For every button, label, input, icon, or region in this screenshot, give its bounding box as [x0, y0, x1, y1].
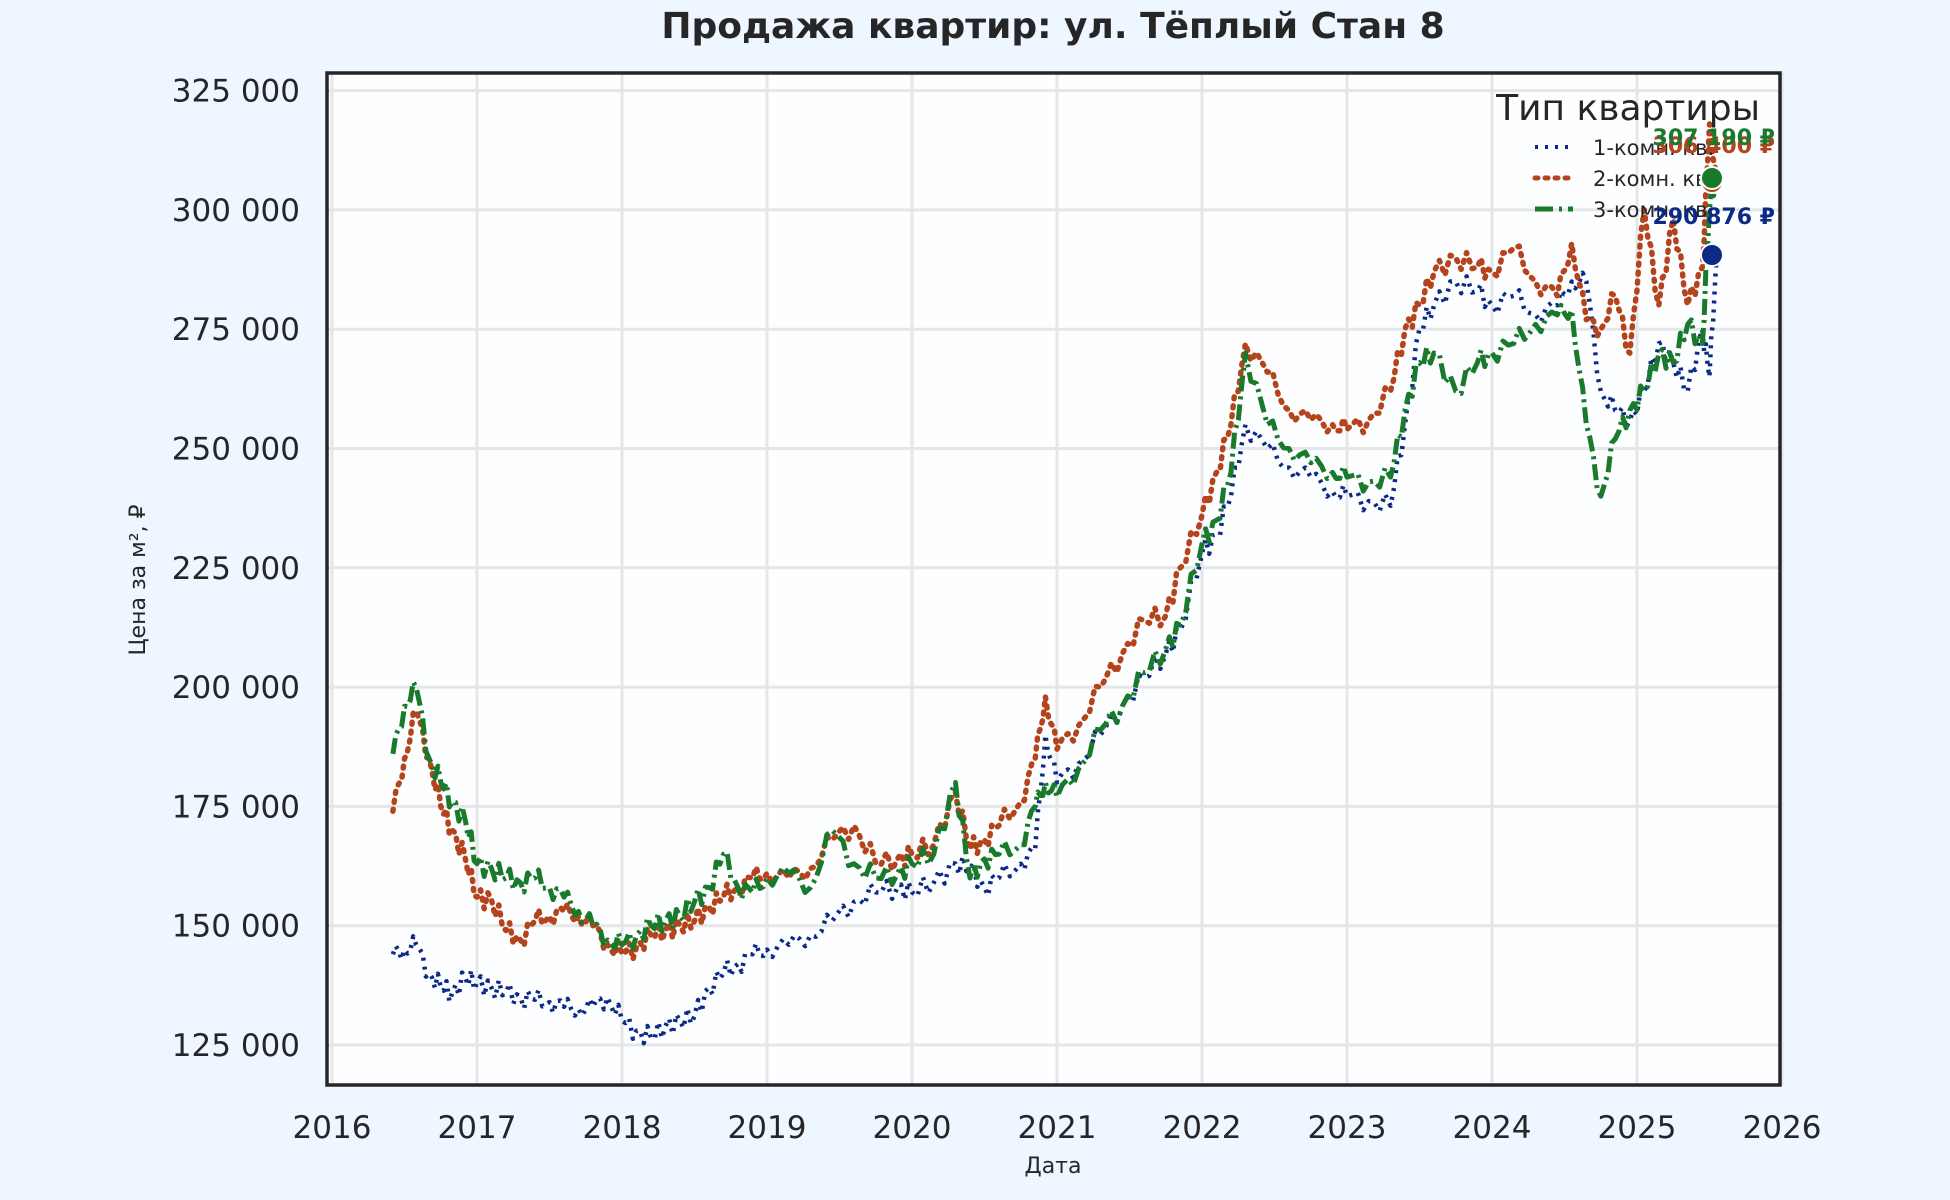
x-tick-label: 2023: [1308, 1110, 1387, 1146]
legend: Тип квартиры 1-комн. кв. 2-комн. кв. 3-к…: [1495, 88, 1760, 222]
end-marker: [1700, 166, 1724, 190]
legend-label: 2-комн. кв.: [1593, 167, 1714, 191]
x-tick-label: 2019: [728, 1110, 807, 1146]
series-line: [390, 121, 1720, 963]
x-tick-label: 2022: [1163, 1110, 1242, 1146]
legend-item-1room: 1-комн. кв.: [1535, 136, 1714, 160]
x-tick-label: 2020: [873, 1110, 952, 1146]
chart-title: Продажа квартир: ул. Тёплый Стан 8: [661, 6, 1444, 47]
y-tick-label: 125 000: [172, 1028, 300, 1064]
y-axis-ticks: 125 000 150 000 175 000 200 000 225 000 250 0…: [172, 74, 300, 1064]
x-axis-label: Дата: [1025, 1154, 1082, 1179]
value-annotation: 290 876 ₽: [1653, 205, 1775, 230]
end-markers: 306 400 ₽307 190 ₽ 290 876 ₽: [1653, 126, 1775, 267]
plot-border: [325, 71, 1782, 1087]
x-tick-label: 2018: [583, 1110, 662, 1146]
x-tick-label: 2016: [293, 1110, 372, 1146]
series-line: [390, 253, 1719, 1046]
y-tick-label: 225 000: [172, 551, 300, 587]
legend-title: Тип квартиры: [1495, 88, 1760, 129]
y-tick-label: 175 000: [172, 789, 300, 825]
x-tick-label: 2017: [438, 1110, 517, 1146]
value-annotation: 307 190 ₽: [1653, 126, 1775, 151]
value-annotation: 306 400 ₽: [1653, 134, 1775, 159]
x-axis-ticks: 2016 2017 2018 2019 2020 2021 2022 2023 2024 2025…: [293, 1110, 1822, 1146]
y-tick-label: 275 000: [172, 312, 300, 348]
plot-area: [327, 73, 1780, 1085]
end-marker: [1700, 243, 1724, 267]
y-tick-label: 325 000: [172, 74, 300, 110]
y-axis-label: Цена за м², ₽: [126, 504, 151, 655]
y-tick-label: 150 000: [172, 909, 300, 945]
y-tick-label: 250 000: [172, 432, 300, 468]
y-tick-label: 200 000: [172, 670, 300, 706]
x-tick-label: 2026: [1743, 1110, 1822, 1146]
grid: [327, 73, 1784, 1085]
series-line: [390, 175, 1720, 951]
x-tick-label: 2021: [1018, 1110, 1097, 1146]
legend-item-2room: 2-комн. кв.: [1532, 167, 1714, 191]
x-tick-label: 2025: [1598, 1110, 1677, 1146]
y-tick-label: 300 000: [172, 193, 300, 229]
series-lines: [390, 121, 1720, 1046]
legend-label: 1-комн. кв.: [1593, 136, 1714, 160]
legend-item-3room: 3-комн. кв.: [1535, 198, 1714, 222]
x-tick-label: 2024: [1453, 1110, 1532, 1146]
legend-label: 3-комн. кв.: [1593, 198, 1714, 222]
